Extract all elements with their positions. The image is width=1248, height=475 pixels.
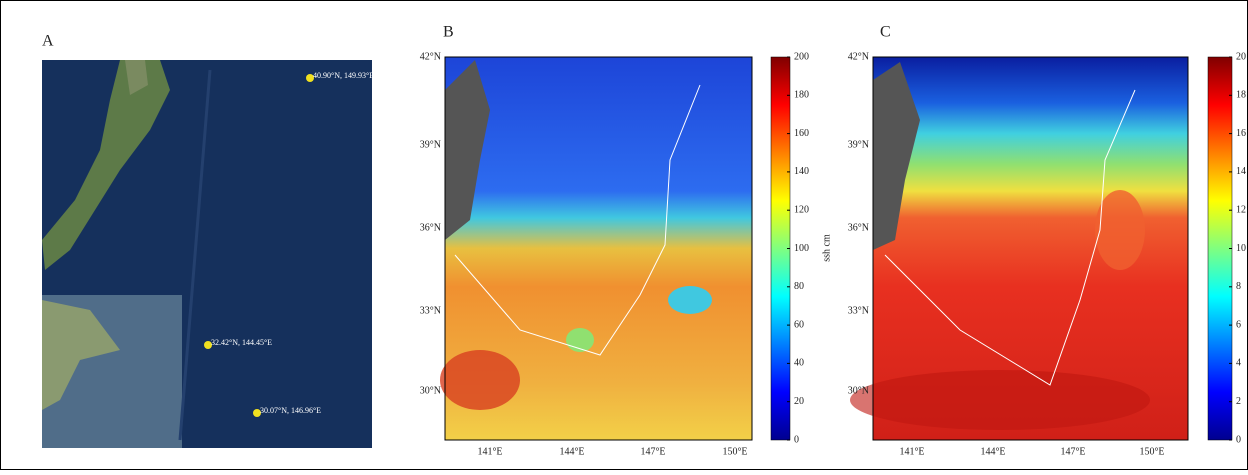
colorbar-tick-label: 120 bbox=[794, 204, 809, 215]
y-tick-label: 30°N bbox=[420, 385, 441, 396]
ssh-map bbox=[440, 56, 753, 441]
colorbar-tick-label: 180 bbox=[794, 90, 809, 101]
colorbar-tick-label: 12 bbox=[1236, 204, 1246, 215]
panel-label: B bbox=[443, 24, 454, 41]
colorbar-tick-label: 10 bbox=[1236, 243, 1246, 254]
point-label: 32.42°N, 144.45°E bbox=[211, 338, 272, 347]
colorbar-tick-label: 100 bbox=[794, 243, 809, 254]
colorbar-tick-label: 0 bbox=[794, 434, 799, 445]
colorbar-tick-label: 8 bbox=[1236, 281, 1241, 292]
colorbar-tick-label: 60 bbox=[794, 319, 804, 330]
y-tick-label: 42°N bbox=[420, 51, 441, 62]
colorbar-tick-label: 6 bbox=[1236, 319, 1241, 330]
colorbar-title: ssh cm bbox=[821, 234, 832, 262]
y-tick-label: 42°N bbox=[848, 51, 869, 62]
x-tick-label: 147°E bbox=[640, 446, 665, 457]
colorbar-tick-label: 80 bbox=[794, 281, 804, 292]
colorbar-tick-label: 40 bbox=[794, 358, 804, 369]
colorbar-tick-label: 18 bbox=[1236, 90, 1246, 101]
colorbar-tick-label: 14 bbox=[1236, 166, 1246, 177]
y-tick-label: 36°N bbox=[848, 222, 869, 233]
x-tick-label: 150°E bbox=[1139, 446, 1164, 457]
colorbar-tick-label: 20 bbox=[1236, 51, 1246, 62]
colorbar-tick-label: 4 bbox=[1236, 358, 1241, 369]
x-tick-label: 150°E bbox=[722, 446, 747, 457]
x-tick-label: 147°E bbox=[1060, 446, 1085, 457]
panel-label: A bbox=[42, 33, 54, 50]
y-tick-label: 33°N bbox=[848, 305, 869, 316]
sst-map bbox=[850, 56, 1189, 441]
x-tick-label: 144°E bbox=[980, 446, 1005, 457]
colorbar-tick-label: 200 bbox=[794, 51, 809, 62]
x-tick-label: 144°E bbox=[559, 446, 584, 457]
point-label: 30.07°N, 146.96°E bbox=[260, 406, 321, 415]
x-tick-label: 141°E bbox=[477, 446, 502, 457]
colorbar-tick-label: 16 bbox=[1236, 128, 1246, 139]
point-label: 40.90°N, 149.93°E bbox=[313, 71, 374, 80]
panel-label: C bbox=[880, 24, 891, 41]
colorbar-tick-label: 20 bbox=[794, 396, 804, 407]
y-tick-label: 36°N bbox=[420, 222, 441, 233]
site-marker bbox=[253, 409, 261, 417]
colorbar-tick-label: 160 bbox=[794, 128, 809, 139]
colorbar-tick-label: 2 bbox=[1236, 396, 1241, 407]
y-tick-label: 39°N bbox=[420, 139, 441, 150]
colorbar-tick-label: 140 bbox=[794, 166, 809, 177]
y-tick-label: 30°N bbox=[848, 385, 869, 396]
colorbar-tick-label: 0 bbox=[1236, 434, 1241, 445]
satellite-map bbox=[42, 60, 372, 448]
y-tick-label: 33°N bbox=[420, 305, 441, 316]
colorbar bbox=[1207, 56, 1233, 441]
site-marker bbox=[204, 341, 212, 349]
x-tick-label: 141°E bbox=[899, 446, 924, 457]
site-marker bbox=[306, 74, 314, 82]
y-tick-label: 39°N bbox=[848, 139, 869, 150]
